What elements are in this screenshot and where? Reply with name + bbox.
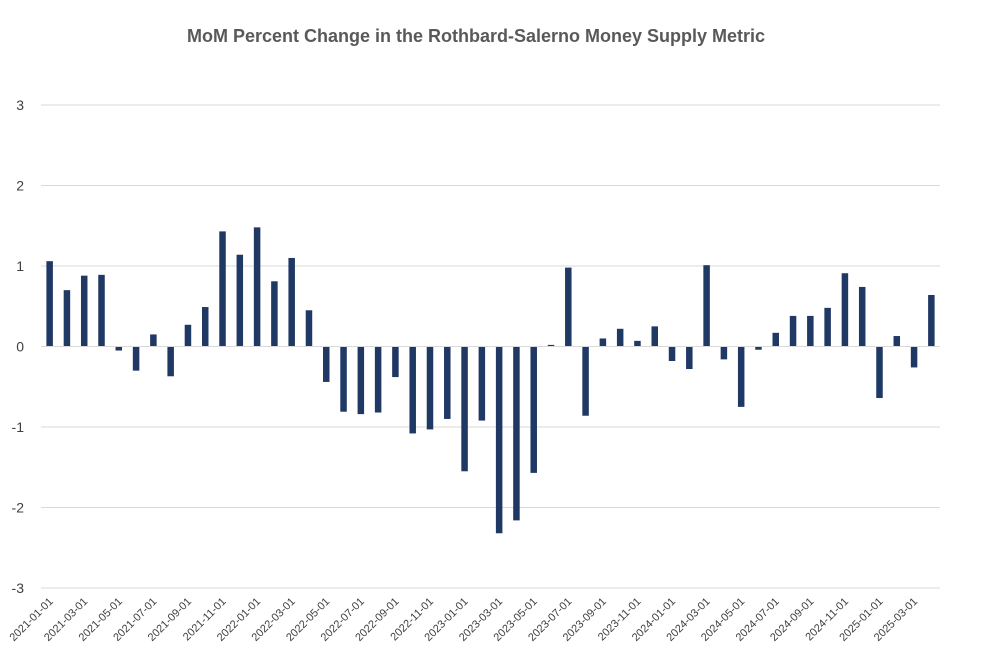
- bar-2022-10-01: [409, 346, 416, 434]
- bar-2024-12-01: [858, 286, 866, 347]
- y-tick-label: -2: [12, 500, 25, 516]
- bar-2024-09-01: [807, 315, 814, 347]
- y-tick-label: 1: [16, 258, 24, 274]
- bar-2022-07-01: [357, 346, 365, 415]
- bar-2022-04-01: [305, 310, 313, 347]
- bar-2024-06-01: [755, 346, 762, 350]
- bar-2024-05-01: [737, 346, 745, 407]
- bar-2021-07-01: [150, 334, 157, 347]
- bar-2022-06-01: [340, 346, 347, 412]
- bar-2022-02-01: [271, 281, 278, 347]
- bar-2024-02-01: [686, 346, 693, 370]
- bar-2021-11-01: [219, 231, 226, 347]
- bar-2022-05-01: [323, 346, 330, 382]
- bar-2022-08-01: [374, 346, 382, 413]
- bar-2023-03-01: [495, 346, 503, 534]
- bar-series: [46, 227, 935, 534]
- bar-2024-03-01: [703, 265, 710, 347]
- bar-2021-01-01: [46, 261, 53, 347]
- bar-2024-08-01: [789, 315, 797, 347]
- bar-2023-01-01: [461, 346, 468, 472]
- bar-2024-07-01: [772, 332, 780, 347]
- y-tick-label: 3: [16, 97, 24, 113]
- bar-2021-04-01: [98, 274, 105, 347]
- bar-2025-04-01: [928, 294, 935, 347]
- y-tick-label: 0: [16, 339, 24, 355]
- bar-2021-02-01: [63, 290, 71, 347]
- bar-2022-09-01: [392, 346, 399, 378]
- bar-2022-11-01: [426, 346, 434, 430]
- bar-2023-09-01: [599, 338, 607, 347]
- y-axis-labels: 3 2 1 0 -1 -2 -3: [12, 97, 25, 596]
- bar-2021-12-01: [236, 254, 244, 347]
- bar-2022-03-01: [288, 257, 295, 347]
- bar-2024-11-01: [841, 273, 849, 347]
- bar-2021-03-01: [80, 275, 88, 347]
- bar-2023-11-01: [634, 340, 641, 347]
- gridlines: [41, 104, 940, 589]
- bar-2023-12-01: [651, 326, 658, 347]
- bar-2025-01-01: [876, 346, 883, 399]
- y-tick-label: 2: [16, 178, 24, 194]
- bar-2021-10-01: [201, 307, 209, 347]
- bar-2023-04-01: [513, 346, 520, 521]
- y-tick-label: -1: [12, 419, 25, 435]
- bar-2024-10-01: [824, 307, 831, 347]
- bar-2023-10-01: [616, 328, 624, 347]
- bar-2022-01-01: [253, 227, 261, 347]
- bar-2023-02-01: [478, 346, 486, 421]
- bar-2023-05-01: [530, 346, 537, 473]
- bar-2021-05-01: [115, 346, 123, 351]
- bar-2023-08-01: [582, 346, 589, 416]
- bar-2022-12-01: [444, 346, 451, 419]
- x-axis-labels: 2021-01-012021-03-012021-05-012021-07-01…: [7, 596, 920, 644]
- bar-2025-02-01: [893, 336, 901, 347]
- bar-2021-09-01: [184, 324, 192, 347]
- bar-2023-07-01: [565, 267, 572, 347]
- bar-2024-01-01: [668, 346, 676, 361]
- bar-2024-04-01: [720, 346, 728, 360]
- chart-title: MoM Percent Change in the Rothbard-Saler…: [187, 26, 765, 46]
- bar-2025-03-01: [910, 346, 918, 368]
- bar-2021-08-01: [167, 346, 174, 377]
- bar-2023-06-01: [547, 344, 555, 347]
- bar-2021-06-01: [132, 346, 140, 371]
- y-tick-label: -3: [12, 580, 25, 596]
